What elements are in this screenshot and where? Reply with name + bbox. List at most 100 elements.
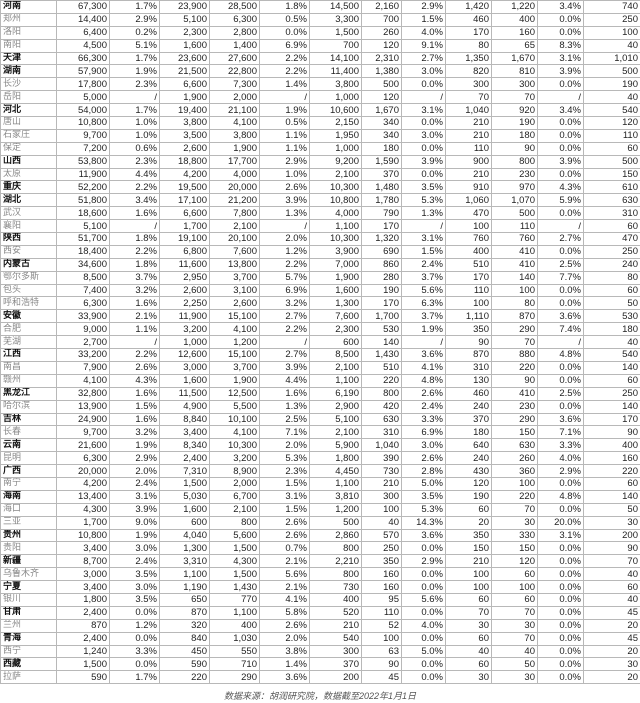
table-cell: 1,200	[209, 335, 260, 350]
table-cell: 3.5%	[109, 567, 160, 582]
table-row: 陕西 51,700 1.8% 19,100 20,100 2.0% 10,300 1,320 3…	[0, 232, 640, 246]
region-name: 西宁	[0, 644, 57, 659]
table-cell: 870	[159, 605, 210, 620]
table-cell: 110	[445, 283, 492, 298]
table-cell: 14.3%	[401, 515, 446, 530]
table-cell: 1.6%	[109, 386, 160, 401]
table-cell: 60	[583, 219, 640, 234]
table-cell: 3,300	[309, 12, 362, 27]
table-cell: 4,040	[159, 528, 210, 543]
table-cell: 3.6%	[537, 309, 584, 324]
table-cell: 3.9%	[537, 154, 584, 169]
table-cell: 10,600	[309, 103, 362, 118]
table-cell: 1.6%	[109, 412, 160, 427]
table-cell: 8,340	[159, 438, 210, 453]
table-cell: 80	[445, 38, 492, 53]
table-cell: 2,950	[159, 270, 210, 285]
table-cell: 8,700	[56, 554, 110, 569]
region-name: 乌鲁木齐	[0, 567, 57, 582]
table-cell: 3.3%	[109, 644, 160, 659]
table-cell: 500	[361, 77, 402, 92]
table-cell: 90	[491, 373, 538, 388]
table-cell: /	[537, 90, 584, 105]
table-cell: 0.0%	[537, 373, 584, 388]
table-cell: 90	[445, 335, 492, 350]
table-cell: 540	[583, 348, 640, 362]
table-cell: 70	[491, 502, 538, 517]
table-cell: 2.6%	[401, 451, 446, 466]
table-cell: /	[109, 219, 160, 234]
table-cell: 740	[583, 0, 640, 14]
table-cell: 470	[445, 206, 492, 221]
table-cell: 63	[361, 644, 402, 659]
table-cell: 0.0%	[537, 244, 584, 259]
table-cell: 800	[491, 154, 538, 169]
region-name: 西安	[0, 244, 57, 259]
region-name: 襄阳	[0, 219, 57, 234]
table-cell: 1.7%	[109, 51, 160, 66]
table-cell: 100	[361, 631, 402, 646]
table-cell: 7.1%	[537, 425, 584, 440]
table-cell: 0.0%	[537, 476, 584, 491]
table-cell: 0.0%	[537, 77, 584, 92]
table-cell: 190	[491, 116, 538, 130]
table-cell: 1.3%	[259, 206, 310, 221]
table-row: 新疆 8,700 2.4% 3,310 4,300 2.1% 2,210 350 2.9% 210…	[0, 554, 640, 569]
table-cell: 760	[491, 232, 538, 246]
table-cell: 70	[491, 605, 538, 620]
table-cell: 3.0%	[401, 128, 446, 143]
table-row: 江西 33,200 2.2% 12,600 15,100 2.7% 8,500 1,430 3.…	[0, 348, 640, 362]
table-cell: 3,700	[209, 360, 260, 375]
table-cell: 100	[491, 580, 538, 594]
table-cell: 5,100	[159, 12, 210, 27]
table-cell: 170	[445, 270, 492, 285]
table-cell: 3.2%	[109, 283, 160, 298]
region-name: 呼和浩特	[0, 296, 57, 311]
table-cell: 6,300	[56, 451, 110, 466]
table-cell: 3.0%	[109, 541, 160, 556]
table-cell: 1,320	[361, 232, 402, 246]
region-name: 贵州	[0, 528, 57, 543]
table-cell: 1,600	[309, 283, 362, 298]
table-cell: 350	[361, 554, 402, 569]
table-cell: 4,900	[159, 399, 210, 414]
table-cell: 2.9%	[259, 154, 310, 169]
table-cell: 6,300	[56, 296, 110, 311]
table-row: 湖南 57,900 1.9% 21,500 22,800 2.2% 11,400 1,380 3…	[0, 64, 640, 79]
table-cell: 50	[583, 502, 640, 517]
table-cell: 1,240	[56, 644, 110, 659]
table-cell: 100	[445, 567, 492, 582]
table-cell: 400	[309, 592, 362, 607]
table-cell: 2,100	[309, 167, 362, 182]
table-cell: 54,000	[56, 103, 110, 118]
table-cell: 2.0%	[259, 631, 310, 646]
table-cell: 18,600	[56, 206, 110, 221]
table-cell: 1.0%	[109, 116, 160, 130]
table-cell: 60	[445, 631, 492, 646]
table-cell: 5.6%	[401, 283, 446, 298]
table-row: 甘肃 2,400 0.0% 870 1,100 5.8% 520 110 0.0% 70 70 0.0…	[0, 605, 640, 620]
table-cell: 530	[583, 309, 640, 324]
table-cell: 10,800	[309, 193, 362, 208]
table-cell: 60	[491, 567, 538, 582]
table-cell: 40	[583, 567, 640, 582]
table-cell: 4,100	[209, 425, 260, 440]
table-cell: 1.6%	[109, 206, 160, 221]
table-cell: 1.8%	[109, 257, 160, 272]
table-cell: 60	[445, 657, 492, 672]
table-row: 广西 20,000 2.0% 7,310 8,900 2.3% 4,450 730 2.8% 43…	[0, 464, 640, 478]
table-cell: 2,250	[159, 296, 210, 311]
region-name: 岳阳	[0, 90, 57, 105]
table-cell: 4.4%	[109, 167, 160, 182]
table-cell: 20,000	[56, 464, 110, 478]
table-cell: 7,400	[56, 283, 110, 298]
table-cell: 170	[445, 25, 492, 40]
table-cell: 140	[583, 360, 640, 375]
table-cell: 5.7%	[259, 270, 310, 285]
table-cell: 60	[583, 580, 640, 594]
table-cell: 400	[491, 12, 538, 27]
table-cell: 1.5%	[401, 244, 446, 259]
table-cell: 2.4%	[401, 257, 446, 272]
table-cell: 4,450	[309, 464, 362, 478]
table-cell: 17,700	[209, 154, 260, 169]
